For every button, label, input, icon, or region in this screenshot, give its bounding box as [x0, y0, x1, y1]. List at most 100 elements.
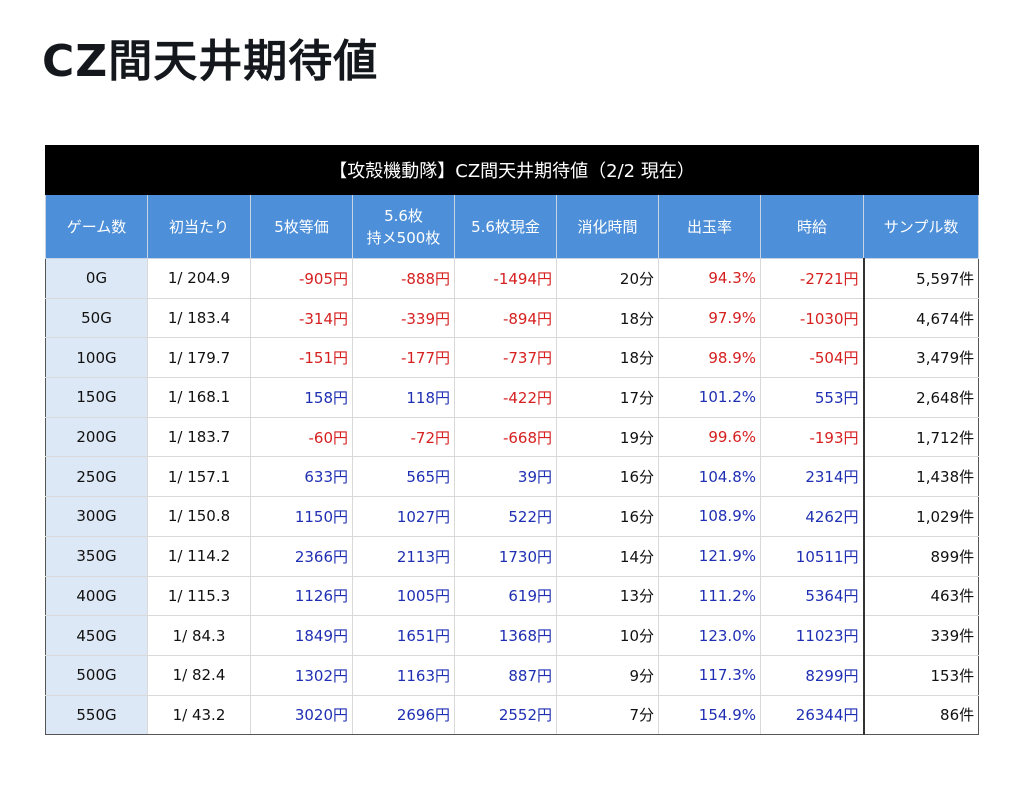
cell-5-6-cash: -894円: [454, 297, 557, 339]
cell-payout-rate: 154.9%: [658, 694, 761, 736]
cell-sample-count: 3,479件: [862, 337, 980, 379]
cell-play-time: 9分: [556, 654, 659, 696]
header-play-time: 消化時間: [556, 194, 659, 259]
table-row: 350G 1/ 114.2 2366円 2113円 1730円 14分 121.9% 1051…: [45, 535, 980, 577]
table-row: 500G 1/ 82.4 1302円 1163円 887円 9分 117.3% 8299円 15…: [45, 654, 980, 696]
cell-games: 500G: [45, 654, 148, 696]
cell-5-equal: 158円: [250, 377, 353, 418]
table-row: 550G 1/ 43.2 3020円 2696円 2552円 7分 154.9% 26344円…: [45, 694, 980, 736]
header-5-6-holding-line1: 5.6枚: [384, 206, 423, 225]
cell-5-6-holding: 1651円: [352, 615, 455, 656]
cell-5-equal: 2366円: [250, 535, 353, 577]
cell-sample-count: 5,597件: [862, 258, 980, 299]
table-body: 0G 1/ 204.9 -905円 -888円 -1494円 20分 94.3% -2721円…: [45, 258, 980, 736]
header-first-hit-line1: 初当たり: [168, 217, 229, 236]
cell-5-6-cash: -1494円: [454, 258, 557, 299]
header-sample-count: サンプル数: [862, 194, 980, 259]
cell-5-6-cash: 2552円: [454, 694, 557, 736]
header-games: ゲーム数: [45, 194, 148, 259]
cell-5-equal: 1849円: [250, 615, 353, 656]
cell-5-equal: -314円: [250, 297, 353, 339]
cell-sample-count: 1,438件: [862, 456, 980, 498]
cell-games: 400G: [45, 575, 148, 617]
table-row: 200G 1/ 183.7 -60円 -72円 -668円 19分 99.6% -193円 1,…: [45, 416, 980, 458]
header-5-equal: 5枚等価: [250, 194, 353, 259]
cell-5-equal: 1150円: [250, 496, 353, 537]
header-5-6-holding: 5.6枚 持メ500枚: [352, 194, 455, 259]
cell-5-6-cash: -737円: [454, 337, 557, 379]
cell-sample-count: 339件: [862, 615, 980, 656]
cell-5-6-holding: 1027円: [352, 496, 455, 537]
cell-games: 50G: [45, 297, 148, 339]
cell-payout-rate: 98.9%: [658, 337, 761, 379]
cell-sample-count: 463件: [862, 575, 980, 617]
expected-value-table-container: 【攻殻機動隊】CZ間天井期待値（2/2 現在） ゲーム数 初当たり 5枚等価 5.6枚…: [44, 145, 980, 736]
cell-hourly-wage: 5364円: [760, 575, 865, 617]
cell-games: 450G: [45, 615, 148, 656]
cell-play-time: 20分: [556, 258, 659, 299]
table-caption: 【攻殻機動隊】CZ間天井期待値（2/2 現在）: [44, 145, 980, 195]
header-5-equal-line1: 5枚等価: [274, 217, 329, 236]
cell-games: 200G: [45, 416, 148, 458]
cell-first-hit: 1/ 204.9: [147, 258, 251, 299]
header-hourly-wage-line1: 時給: [796, 217, 827, 236]
cell-games: 250G: [45, 456, 148, 498]
cell-games: 300G: [45, 496, 148, 537]
cell-hourly-wage: -193円: [760, 416, 865, 458]
cell-5-6-holding: -339円: [352, 297, 455, 339]
header-row: ゲーム数 初当たり 5枚等価 5.6枚 持メ500枚 5.6枚現金 消化時間 出玉率 時給 サンプ…: [45, 194, 980, 259]
header-5-6-cash-line1: 5.6枚現金: [471, 217, 540, 236]
cell-5-6-cash: -668円: [454, 416, 557, 458]
cell-hourly-wage: 8299円: [760, 654, 865, 696]
cell-5-6-holding: 1163円: [352, 654, 455, 696]
table-row: 300G 1/ 150.8 1150円 1027円 522円 16分 108.9% 4262円…: [45, 496, 980, 537]
cell-sample-count: 153件: [862, 654, 980, 696]
table-row: 0G 1/ 204.9 -905円 -888円 -1494円 20分 94.3% -2721円…: [45, 258, 980, 299]
cell-payout-rate: 123.0%: [658, 615, 761, 656]
cell-play-time: 18分: [556, 297, 659, 339]
cell-play-time: 7分: [556, 694, 659, 736]
cell-payout-rate: 104.8%: [658, 456, 761, 498]
caption-row: 【攻殻機動隊】CZ間天井期待値（2/2 現在）: [44, 145, 980, 195]
cell-hourly-wage: 2314円: [760, 456, 865, 498]
header-hourly-wage: 時給: [760, 194, 864, 259]
cell-5-6-cash: 39円: [454, 456, 557, 498]
header-payout-rate: 出玉率: [658, 194, 761, 259]
cell-play-time: 10分: [556, 615, 659, 656]
header-5-6-cash: 5.6枚現金: [454, 194, 557, 259]
cell-first-hit: 1/ 179.7: [147, 337, 251, 379]
cell-5-equal: 1126円: [250, 575, 353, 617]
table-row: 100G 1/ 179.7 -151円 -177円 -737円 18分 98.9% -504円…: [45, 337, 980, 379]
cell-hourly-wage: 26344円: [760, 694, 865, 736]
cell-play-time: 13分: [556, 575, 659, 617]
cell-5-6-holding: -72円: [352, 416, 455, 458]
cell-play-time: 16分: [556, 496, 659, 537]
cell-play-time: 16分: [556, 456, 659, 498]
cell-5-6-cash: -422円: [454, 377, 557, 418]
cell-games: 0G: [45, 258, 148, 299]
cell-payout-rate: 94.3%: [658, 258, 761, 299]
cell-5-6-cash: 619円: [454, 575, 557, 617]
cell-5-equal: 633円: [250, 456, 353, 498]
cell-5-6-holding: 565円: [352, 456, 455, 498]
cell-5-6-holding: 2696円: [352, 694, 455, 736]
cell-first-hit: 1/ 168.1: [147, 377, 251, 418]
cell-5-equal: -151円: [250, 337, 353, 379]
cell-hourly-wage: -1030円: [760, 297, 865, 339]
cell-5-6-cash: 1730円: [454, 535, 557, 577]
cell-play-time: 14分: [556, 535, 659, 577]
table-row: 400G 1/ 115.3 1126円 1005円 619円 13分 111.2% 5364円…: [45, 575, 980, 617]
cell-first-hit: 1/ 115.3: [147, 575, 251, 617]
cell-play-time: 19分: [556, 416, 659, 458]
cell-payout-rate: 121.9%: [658, 535, 761, 577]
cell-5-6-holding: -888円: [352, 258, 455, 299]
cell-hourly-wage: 553円: [760, 377, 865, 418]
cell-hourly-wage: -2721円: [760, 258, 865, 299]
cell-payout-rate: 111.2%: [658, 575, 761, 617]
cell-5-equal: -905円: [250, 258, 353, 299]
cell-hourly-wage: 10511円: [760, 535, 865, 577]
header-payout-rate-line1: 出玉率: [686, 217, 732, 236]
cell-payout-rate: 117.3%: [658, 654, 761, 696]
cell-5-6-cash: 1368円: [454, 615, 557, 656]
cell-games: 150G: [45, 377, 148, 418]
